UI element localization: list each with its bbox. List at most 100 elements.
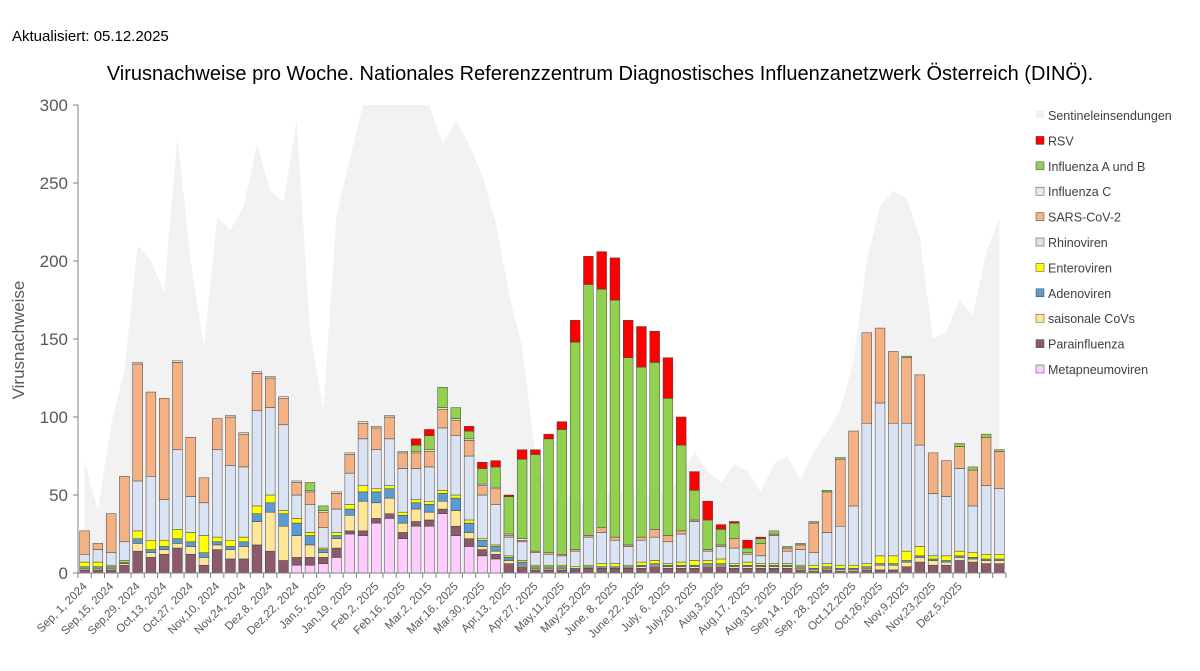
bar-segment-rhinoviren (119, 541, 130, 561)
bar-segment-rhinoviren (583, 536, 594, 566)
bar-segment-parainfluenza (490, 554, 501, 560)
bar-segment-rhinoviren (941, 496, 952, 557)
bar-segment-metapneumoviren (397, 538, 408, 574)
bar-segment-influenza-a-und-b (569, 341, 581, 550)
bar-segment-parainfluenza (715, 566, 727, 574)
legend-swatch (1035, 263, 1045, 272)
bar-segment-parainfluenza (609, 568, 621, 574)
bar-segment-metapneumoviren (490, 558, 501, 574)
bar-segment-parainfluenza (212, 549, 223, 574)
bar-segment-sars-cov-2 (132, 363, 143, 482)
bar-segment-rhinoviren (424, 466, 435, 502)
bar-segment-saisonale-covs (463, 532, 475, 539)
bar-segment-sars-cov-2 (795, 544, 806, 550)
legend-label: saisonale CoVs (1048, 312, 1135, 326)
bar-segment-influenza-a-und-b (649, 362, 660, 530)
bar-segment-sars-cov-2 (172, 362, 183, 451)
bar-segment-rhinoviren (291, 494, 302, 519)
bar-segment-sars-cov-2 (994, 451, 1005, 490)
bar-segment-rhinoviren (980, 485, 992, 555)
bar-segment-adenoviren (384, 488, 395, 499)
bar-segment-influenza-c (291, 480, 302, 483)
bar-segment-rhinoviren (556, 555, 568, 566)
bar-segment-adenoviren (371, 491, 382, 504)
bar-segment-rhinoviren (768, 535, 780, 564)
bar-segment-enteroviren (265, 494, 276, 504)
bar-segment-sars-cov-2 (304, 491, 316, 505)
bar-segment-parainfluenza (662, 568, 674, 574)
bar-segment-adenoviren (318, 549, 329, 553)
bar-segment-metapneumoviren (344, 533, 355, 574)
bar-segment-enteroviren (742, 561, 753, 566)
bar-segment-saisonale-covs (901, 561, 912, 568)
bar-segment-influenza-a-und-b (490, 466, 501, 488)
bar-segment-saisonale-covs (198, 557, 210, 566)
bar-segment-rhinoviren (795, 549, 806, 566)
bar-segment-adenoviren (198, 552, 210, 558)
bar-segment-rsv (662, 357, 674, 399)
bar-segment-enteroviren (145, 539, 157, 550)
bar-segment-rsv (569, 320, 581, 343)
bar-segment-influenza-a-und-b (596, 288, 607, 529)
bar-segment-rhinoviren (901, 422, 912, 552)
bar-segment-rhinoviren (490, 504, 501, 546)
legend-label: Sentineleinsendungen (1048, 109, 1172, 123)
bar-segment-rhinoviren (927, 493, 939, 557)
bar-segment-rsv (477, 461, 488, 469)
bar-segment-metapneumoviren (450, 535, 461, 574)
bar-segment-rhinoviren (967, 505, 979, 553)
bar-segment-parainfluenza (397, 532, 408, 539)
bar-segment-sars-cov-2 (941, 460, 952, 497)
bar-segment-enteroviren (941, 555, 952, 561)
bar-segment-rhinoviren (596, 532, 607, 564)
legend-label: Metapneumoviren (1048, 363, 1148, 377)
bar-segment-rhinoviren (318, 527, 329, 549)
bar-segment-parainfluenza (503, 563, 515, 574)
bar-segment-influenza-a-und-b (782, 546, 793, 549)
bar-segment-saisonale-covs (212, 544, 223, 550)
legend-label: RSV (1048, 134, 1074, 148)
bar-segment-rsv (729, 521, 740, 524)
bar-segment-parainfluenza (172, 547, 183, 574)
bar-segment-parainfluenza (159, 554, 170, 574)
bar-segment-sars-cov-2 (251, 373, 263, 412)
bar-segment-enteroviren (238, 536, 249, 543)
bar-segment-saisonale-covs (357, 500, 369, 532)
bar-segment-adenoviren (424, 504, 435, 513)
bar-segment-parainfluenza (251, 544, 263, 574)
legend-swatch (1035, 288, 1045, 298)
bar-segment-enteroviren (901, 550, 912, 561)
bar-segment-adenoviren (238, 541, 249, 547)
bar-segment-adenoviren (291, 522, 302, 536)
bar-segment-saisonale-covs (132, 543, 143, 552)
bar-segment-sars-cov-2 (477, 485, 488, 496)
bar-segment-rhinoviren (715, 546, 727, 560)
bar-segment-rhinoviren (159, 499, 170, 541)
bar-segment-sars-cov-2 (105, 513, 117, 553)
bar-segment-saisonale-covs (344, 515, 355, 532)
bar-segment-adenoviren (251, 513, 263, 522)
bar-segment-rsv (755, 536, 766, 539)
bar-segment-influenza-a-und-b (742, 547, 753, 553)
bar-segment-influenza-a-und-b (530, 454, 541, 552)
bar-segment-rhinoviren (384, 438, 395, 486)
bar-segment-rhinoviren (371, 449, 382, 490)
bar-segment-sars-cov-2 (92, 543, 104, 550)
bar-segment-influenza-c (172, 360, 183, 363)
bar-segment-sars-cov-2 (888, 351, 899, 424)
bar-segment-rhinoviren (437, 427, 448, 491)
bar-segment-sars-cov-2 (835, 458, 846, 527)
bar-segment-enteroviren (821, 563, 833, 568)
bar-segment-adenoviren (516, 561, 528, 566)
bar-segment-sars-cov-2 (291, 482, 302, 496)
bar-segment-parainfluenza (225, 558, 236, 574)
bar-segment-influenza-a-und-b (980, 433, 992, 438)
bar-segment-parainfluenza (742, 568, 753, 574)
bar-segment-enteroviren (808, 564, 819, 569)
bar-segment-enteroviren (304, 532, 316, 536)
bar-segment-parainfluenza (623, 568, 634, 574)
bar-segment-sars-cov-2 (596, 527, 607, 533)
bar-segment-influenza-a-und-b (477, 468, 488, 485)
bar-segment-sars-cov-2 (371, 427, 382, 451)
